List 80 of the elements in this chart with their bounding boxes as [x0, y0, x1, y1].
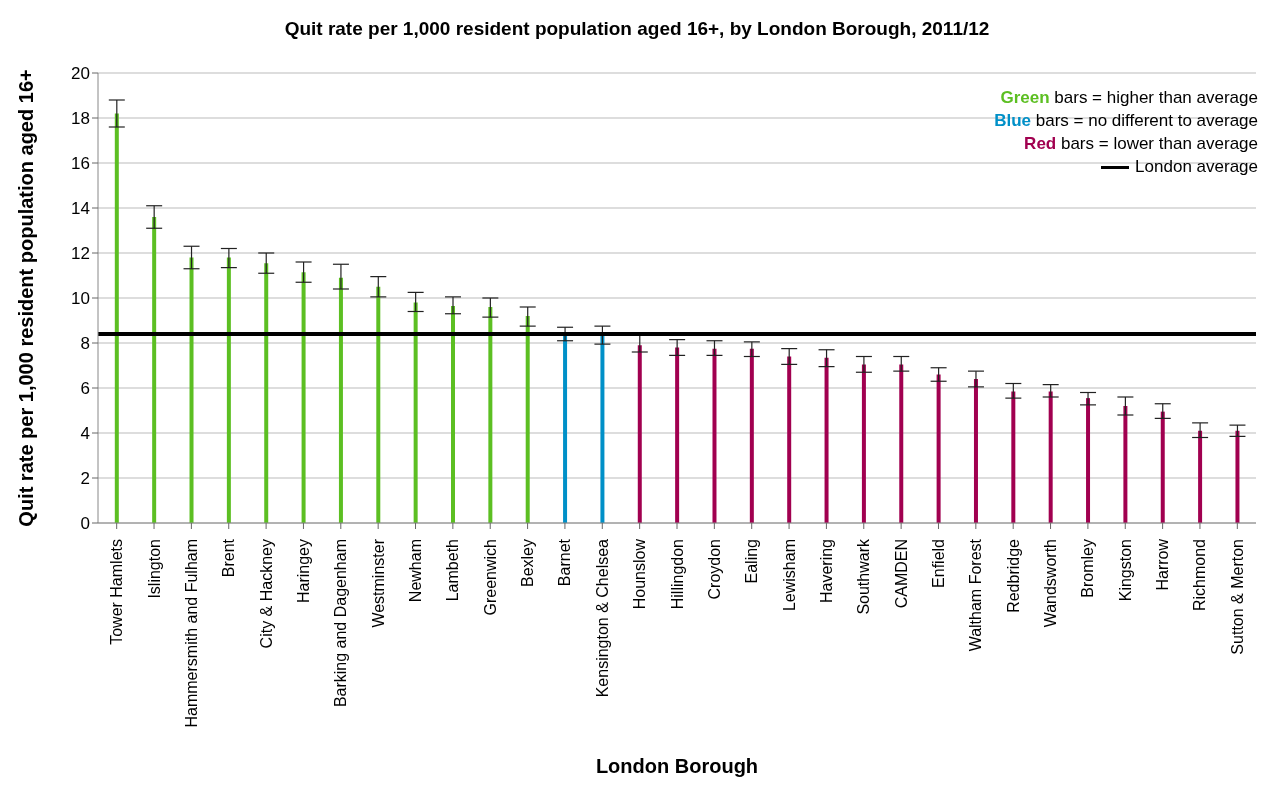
x-tick-label: City & Hackney	[257, 539, 275, 649]
bar	[338, 277, 343, 523]
x-tick-label: Sutton & Merton	[1228, 539, 1246, 655]
y-tick-label: 18	[71, 109, 90, 129]
text: Red bars = lower than average	[1023, 133, 1258, 155]
x-tick-label: Bromley	[1079, 539, 1097, 598]
x-tick-label: Hounslow	[631, 538, 649, 610]
x-tick-label: Islington	[145, 539, 163, 599]
bar	[1123, 406, 1128, 523]
legend-label: London average	[1134, 156, 1258, 178]
x-tick-label: Harrow	[1154, 538, 1172, 591]
x-tick-label: Ealing	[743, 539, 761, 584]
text: Blue bars = no different to average	[994, 110, 1258, 132]
x-tick-label: Southwark	[855, 538, 873, 615]
x-tick-label: Greenwich	[481, 539, 499, 616]
y-tick-label: 10	[71, 289, 90, 309]
bar	[488, 307, 493, 523]
bar	[675, 347, 680, 523]
x-tick-label: Waltham Forest	[967, 538, 985, 652]
bar	[114, 113, 119, 523]
bar	[861, 364, 866, 523]
bar	[712, 348, 717, 523]
bar	[1160, 411, 1165, 523]
x-tick-label: Kensington & Chelsea	[593, 538, 611, 698]
bar	[749, 348, 754, 523]
x-tick-label: Croydon	[705, 539, 723, 600]
x-tick-label: Bexley	[519, 539, 537, 588]
x-tick-label: Wandsworth	[1042, 539, 1060, 628]
bar	[376, 286, 381, 523]
x-tick-label: Tower Hamlets	[108, 539, 126, 645]
y-tick-label: 20	[71, 64, 90, 84]
x-axis-title: London Borough	[595, 755, 759, 777]
x-tick-label: Haringey	[294, 539, 312, 604]
text: Green bars = higher than average	[999, 87, 1258, 109]
x-tick-label: Enfield	[929, 539, 947, 588]
y-tick-label: 0	[80, 514, 90, 534]
bar	[264, 263, 269, 523]
x-tick-label: Newham	[407, 539, 425, 603]
bar	[824, 357, 829, 523]
bar	[563, 334, 568, 523]
bar	[226, 257, 231, 523]
bar	[152, 217, 157, 523]
x-tick-label: Barnet	[556, 538, 574, 587]
y-tick-label: 2	[80, 469, 90, 489]
bar	[899, 364, 904, 523]
y-tick-label: 8	[80, 334, 90, 354]
bar	[1011, 391, 1016, 523]
bar	[525, 316, 530, 523]
y-tick-label: 12	[71, 244, 90, 264]
bar	[600, 334, 605, 523]
x-tick-label: Lambeth	[444, 539, 462, 602]
y-axis-title: Quit rate per 1,000 resident population aged 16+	[15, 69, 38, 527]
x-tick-label: Westminster	[369, 538, 387, 628]
bar	[1086, 398, 1091, 523]
bar	[973, 379, 978, 523]
bar	[1048, 391, 1053, 523]
y-tick-label: 14	[71, 199, 90, 219]
y-tick-label: 16	[71, 154, 90, 174]
bar	[451, 305, 455, 523]
bar	[637, 345, 642, 523]
x-tick-label: Richmond	[1191, 539, 1209, 612]
x-tick-label: CAMDEN	[892, 539, 910, 609]
x-tick-label: Hammersmith and Fulham	[182, 539, 200, 728]
x-tick-label: Havering	[817, 539, 835, 604]
bar	[1198, 430, 1203, 523]
y-tick-label: 4	[80, 424, 90, 444]
bar	[936, 374, 941, 523]
bar	[413, 302, 418, 523]
x-tick-label: Barking and Dagenham	[332, 539, 350, 708]
bar	[1235, 430, 1240, 523]
y-tick-label: 6	[80, 379, 90, 399]
x-tick-label: Brent	[220, 538, 238, 578]
x-tick-label: Redbridge	[1004, 538, 1022, 613]
x-tick-label: Lewisham	[780, 539, 798, 612]
chart-title: Quit rate per 1,000 resident population aged 16+, by London Borough, 2011/12	[283, 18, 991, 40]
bar	[787, 356, 792, 523]
bar	[189, 257, 194, 523]
x-tick-label: Kingston	[1116, 539, 1134, 602]
x-tick-label: Hillingdon	[668, 539, 686, 610]
bar	[301, 272, 306, 523]
